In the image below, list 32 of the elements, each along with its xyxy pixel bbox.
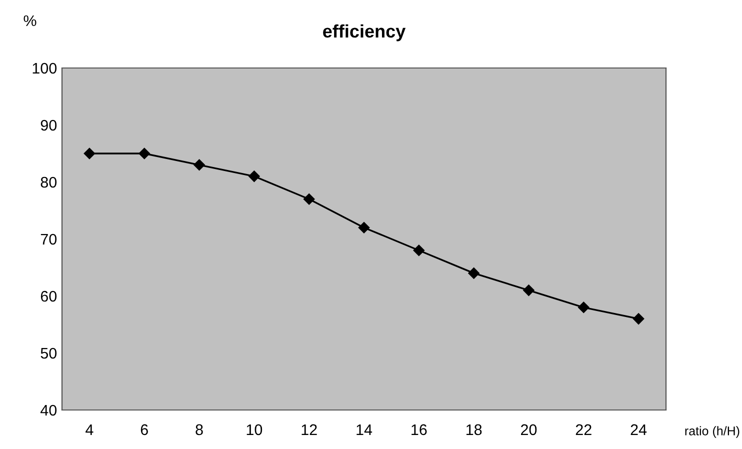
point — [138, 148, 150, 160]
y-tick-label: 40 — [40, 404, 57, 416]
point — [84, 148, 96, 160]
point — [248, 170, 260, 182]
x-tick-label: 20 — [521, 424, 537, 436]
y-tick-label: 70 — [40, 234, 57, 245]
x-tick-label: 24 — [630, 424, 647, 435]
y-tick-label: 100 — [32, 62, 57, 74]
point — [303, 193, 315, 205]
x-tick-label: 4 — [86, 424, 94, 435]
y-tick-label: 50 — [40, 348, 57, 359]
x-tick-label: 8 — [196, 424, 203, 436]
x-tick-label: 22 — [576, 424, 592, 435]
x-tick-label: 6 — [140, 424, 148, 436]
point — [358, 222, 370, 234]
y-tick-label: 60 — [40, 290, 57, 302]
point — [413, 244, 425, 256]
point — [523, 284, 534, 296]
y-axis-title: % — [24, 15, 36, 26]
point — [194, 159, 205, 171]
x-tick-label: 12 — [302, 424, 317, 435]
x-tick-label: 10 — [246, 424, 262, 436]
point — [632, 313, 644, 324]
point — [468, 268, 480, 279]
x-tick-label: 14 — [356, 424, 372, 435]
point — [578, 302, 590, 314]
y-tick-label: 90 — [40, 120, 57, 131]
x-tick-label: 18 — [466, 424, 482, 436]
x-tick-label: 16 — [412, 424, 427, 436]
y-tick-label: 80 — [40, 176, 57, 188]
x-axis-title: ratio (h/H) — [685, 426, 740, 438]
chart-title: efficiency — [323, 24, 406, 42]
